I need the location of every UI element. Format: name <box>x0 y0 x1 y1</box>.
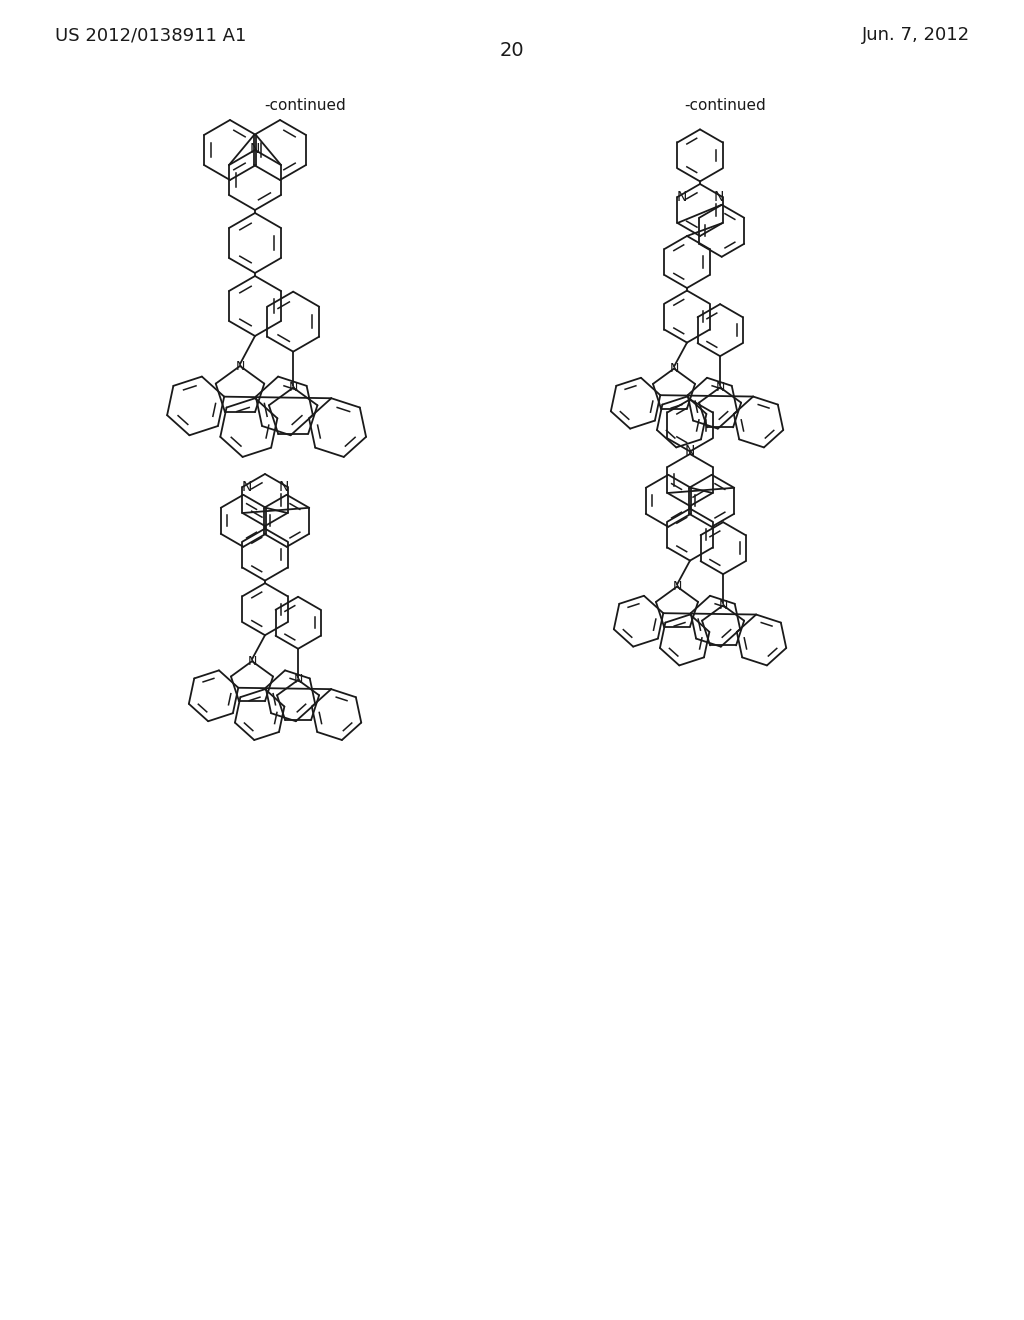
Text: N: N <box>685 444 695 458</box>
Text: -continued: -continued <box>684 98 766 112</box>
Text: US 2012/0138911 A1: US 2012/0138911 A1 <box>55 26 247 44</box>
Text: N: N <box>670 362 679 375</box>
Text: Jun. 7, 2012: Jun. 7, 2012 <box>862 26 970 44</box>
Text: N: N <box>719 599 728 612</box>
Text: N: N <box>676 190 687 205</box>
Text: N: N <box>714 190 724 205</box>
Text: N: N <box>236 359 245 372</box>
Text: N: N <box>294 673 303 686</box>
Text: N: N <box>242 480 252 494</box>
Text: N: N <box>248 655 257 668</box>
Text: 20: 20 <box>500 41 524 59</box>
Text: N: N <box>279 480 289 494</box>
Text: N: N <box>289 381 298 395</box>
Text: N: N <box>673 579 682 593</box>
Text: -continued: -continued <box>264 98 346 112</box>
Text: N: N <box>250 143 260 156</box>
Text: N: N <box>716 381 725 393</box>
